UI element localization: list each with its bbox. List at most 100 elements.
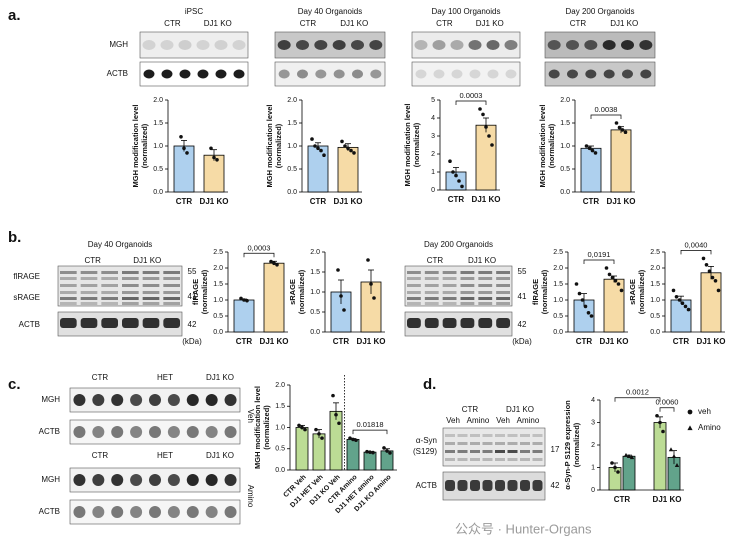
blot-dot	[297, 69, 308, 79]
data-point	[593, 151, 598, 155]
blot-subcolumn: Veh	[446, 416, 460, 425]
blot-band	[445, 450, 455, 453]
blot-band	[460, 302, 475, 305]
blot-band	[478, 271, 493, 274]
data-point	[707, 269, 712, 274]
significance-bracket	[590, 114, 622, 119]
watermark: 公众号 · Hunter-Organs	[455, 521, 592, 536]
blot-row: ACTB	[19, 320, 40, 329]
blot-dot	[73, 426, 86, 438]
blot-band	[495, 434, 505, 437]
data-point	[457, 179, 461, 183]
blot-band	[532, 450, 543, 453]
data-point	[320, 436, 324, 440]
blot-column: CTR	[164, 19, 181, 28]
blot-dot	[130, 474, 143, 486]
blot-marker: 42	[518, 320, 527, 329]
data-point	[319, 148, 323, 153]
data-point	[671, 454, 677, 459]
blot-dot	[205, 426, 218, 438]
blot-membrane	[404, 311, 513, 337]
y-tick-label: 0.0	[650, 329, 660, 336]
blot-band	[122, 284, 139, 287]
blot-dot	[92, 506, 105, 518]
blot-band	[60, 297, 77, 300]
x-tick-label: CTR	[236, 337, 253, 346]
blot-column: CTR	[84, 256, 101, 265]
data-point	[451, 170, 455, 174]
blot-subcolumn: Veh	[496, 416, 510, 425]
blot-band	[80, 291, 98, 294]
y-tick-label: 0.5	[153, 166, 163, 173]
y-tick-label: 2.0	[310, 249, 320, 256]
blot-band	[80, 302, 98, 305]
blot-dot	[196, 40, 210, 50]
data-point	[619, 288, 624, 293]
blot-band	[442, 302, 457, 305]
blot-band	[122, 277, 139, 280]
blot-row: α-Syn	[416, 436, 437, 445]
blot-band	[460, 277, 475, 280]
significance-bracket	[243, 252, 275, 258]
data-point	[239, 296, 243, 301]
blot-dot	[197, 69, 209, 79]
blot-dot	[92, 426, 105, 438]
y-tick-label: 1.0	[310, 289, 320, 296]
blot-band	[507, 442, 518, 445]
data-point	[661, 429, 665, 434]
blot-marker: 55	[188, 267, 197, 276]
x-tick-label: CTR	[176, 197, 193, 206]
blot-band	[507, 480, 518, 491]
x-tick-label: DJ1 KO	[697, 337, 726, 346]
data-point	[272, 261, 276, 266]
blot-column: DJ1 KO	[206, 373, 234, 382]
y-tick-label: 0.5	[287, 166, 297, 173]
data-point	[713, 279, 718, 283]
blot-marker: 41	[518, 292, 527, 301]
blot-dot	[487, 69, 499, 79]
blot-condition: Amino	[246, 485, 255, 508]
data-point	[484, 125, 488, 129]
data-point	[297, 423, 301, 428]
data-point	[710, 275, 715, 280]
blot-band	[507, 458, 518, 461]
y-tick-label: 0.0	[153, 189, 163, 196]
data-point	[607, 272, 612, 277]
data-point	[478, 107, 482, 111]
blot-condition: Veh	[246, 409, 255, 423]
x-tick-label: DJ1 KO	[200, 197, 229, 206]
blot-row: sRAGE	[13, 293, 40, 302]
blot-band	[442, 271, 457, 274]
y-tick-label: 2	[431, 151, 435, 158]
bar	[173, 145, 195, 193]
blot-column: DJ1 KO	[476, 19, 504, 28]
blot-dot	[224, 506, 237, 518]
blot-title: iPSC	[185, 7, 203, 16]
blot-marker: 55	[518, 267, 527, 276]
data-point	[574, 282, 579, 286]
data-point	[448, 159, 452, 163]
blot-band	[495, 450, 505, 453]
x-tick-label: DJ1 KO	[600, 337, 629, 346]
blot-dot	[214, 40, 228, 50]
y-axis-label: (normalized)	[262, 405, 271, 450]
data-point	[179, 135, 183, 139]
blot-dot	[111, 474, 124, 486]
data-point	[671, 288, 676, 293]
blot-band	[457, 450, 468, 453]
blot-band	[142, 271, 160, 274]
blot-band	[60, 318, 77, 328]
y-tick-label: 2.5	[650, 249, 660, 256]
data-point	[629, 455, 635, 460]
y-tick-label: 1.5	[553, 281, 563, 288]
blot-dot	[149, 506, 161, 518]
blot-dot	[186, 426, 199, 438]
blot-dot	[567, 69, 578, 79]
significance-bracket	[352, 429, 388, 435]
blot-dot	[167, 394, 180, 406]
blot-dot	[469, 69, 481, 79]
data-point	[701, 256, 706, 261]
blot-dot	[224, 474, 237, 486]
significance-bracket	[614, 397, 661, 402]
blot-band	[407, 277, 421, 280]
